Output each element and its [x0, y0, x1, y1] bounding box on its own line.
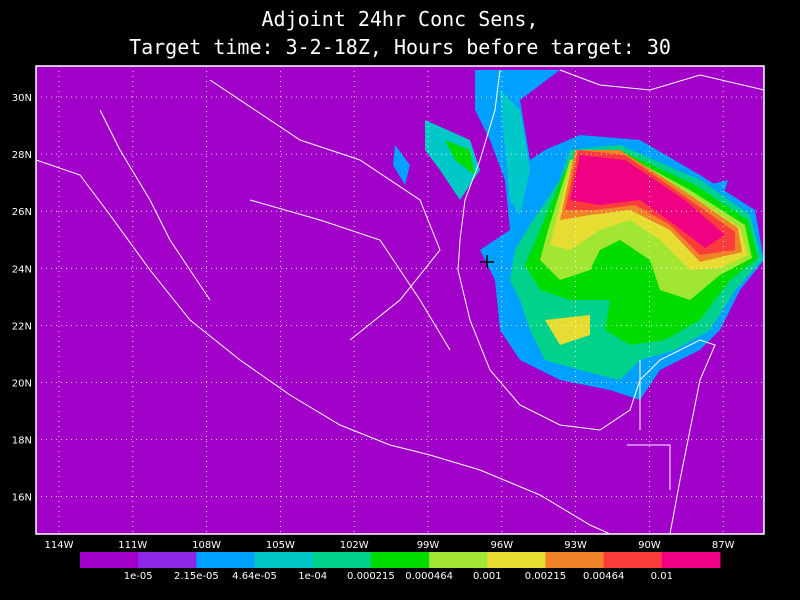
- lon-label: 105W: [266, 540, 295, 551]
- colorbar-label: 1e-04: [298, 571, 327, 582]
- colorbar-label: 2.15e-05: [174, 571, 219, 582]
- colorbar-swatch: [138, 552, 197, 568]
- lat-label: 18N: [12, 436, 32, 447]
- lat-label: 16N: [12, 493, 32, 504]
- sensitivity-field: [393, 70, 764, 400]
- colorbar-label: 0.000464: [405, 571, 453, 582]
- colorbar-swatch: [254, 552, 314, 568]
- lat-label: 20N: [12, 379, 32, 390]
- colorbar-label: 0.000215: [347, 571, 395, 582]
- lon-label: 99W: [417, 540, 440, 551]
- lon-label: 96W: [490, 540, 513, 551]
- colorbar-swatch: [80, 552, 139, 568]
- lon-label: 102W: [340, 540, 369, 551]
- lat-label: 24N: [12, 264, 32, 275]
- lon-label: 111W: [118, 540, 147, 551]
- title: Adjoint 24hr Conc Sens,: [262, 7, 539, 31]
- colorbar-swatch: [661, 552, 721, 568]
- lon-label: 90W: [638, 540, 661, 551]
- subtitle: Target time: 3-2-18Z, Hours before targe…: [129, 35, 671, 59]
- colorbar-label: 0.00464: [583, 571, 624, 582]
- lon-label: 108W: [192, 540, 221, 551]
- lat-label: 26N: [12, 207, 32, 218]
- colorbar-label: 0.001: [473, 571, 502, 582]
- lat-label: 30N: [12, 93, 32, 104]
- map-frame: [35, 65, 765, 535]
- graticule: [36, 66, 764, 534]
- target-marker: [480, 255, 494, 269]
- colorbar-swatch: [603, 552, 663, 568]
- lon-label: 93W: [564, 540, 587, 551]
- lat-label: 28N: [12, 150, 32, 161]
- colorbar-swatch: [370, 552, 430, 568]
- colorbar-swatch: [545, 552, 605, 568]
- colorbar-label: 4.64e-05: [232, 571, 277, 582]
- lat-label: 22N: [12, 321, 32, 332]
- colorbar: 1e-05 2.15e-05 4.64e-05 1e-04 0.000215 0.0004…: [80, 552, 721, 582]
- colorbar-swatch: [429, 552, 488, 568]
- colorbar-label: 0.01: [651, 571, 673, 582]
- lon-label: 114W: [45, 540, 74, 551]
- colorbar-label: 1e-05: [124, 571, 153, 582]
- colorbar-swatch: [487, 552, 546, 568]
- lon-label: 87W: [712, 540, 735, 551]
- colorbar-swatch: [312, 552, 372, 568]
- colorbar-label: 0.00215: [525, 571, 566, 582]
- map-area: [36, 66, 764, 534]
- coastlines: [36, 69, 764, 534]
- colorbar-swatch: [196, 552, 256, 568]
